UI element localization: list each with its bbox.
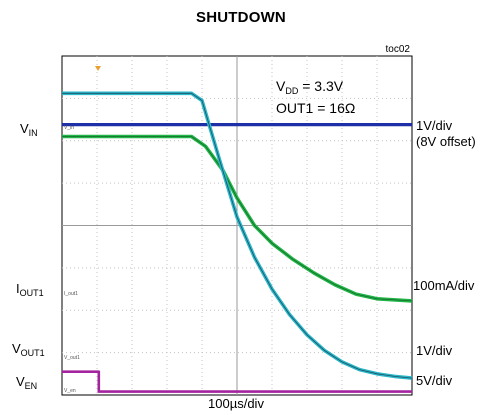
label-vout1: VOUT1: [12, 341, 45, 358]
scale-vout1: 1V/div: [416, 343, 453, 358]
label-iout1-sub: OUT1: [19, 288, 44, 298]
label-vin-main: V: [20, 121, 29, 136]
trace-tags: V_in I_out1 V_out1 V_en: [64, 125, 80, 394]
label-iout1-main: I: [16, 281, 20, 296]
chart-title: SHUTDOWN: [196, 9, 286, 26]
label-ven-sub: EN: [24, 381, 38, 391]
condition-vdd-main: V: [276, 78, 286, 94]
condition-load: OUT1 = 16Ω: [276, 100, 356, 116]
trace-tag: V_en: [64, 388, 76, 394]
trace-ven: [62, 370, 412, 393]
label-vin-sub: IN: [28, 128, 38, 138]
scale-iout1: 100mA/div: [413, 278, 475, 293]
trace-tag: I_out1: [64, 291, 78, 297]
trace-vout1-core: [62, 92, 413, 379]
label-ven-main: V: [16, 374, 25, 389]
label-vout1-main: V: [12, 341, 21, 356]
trigger-marker: [95, 66, 101, 71]
trace-tag: V_in: [64, 125, 74, 131]
traces: [62, 91, 413, 393]
grid: [62, 56, 412, 395]
label-iout1: IOUT1: [16, 281, 44, 298]
test-conditions: VDD = 3.3V OUT1 = 16Ω: [276, 78, 355, 117]
x-axis-caption: 100µs/div: [208, 396, 264, 411]
label-vout1-sub: OUT1: [20, 348, 45, 358]
condition-vdd-sub: DD: [285, 86, 299, 96]
label-vin: VIN: [20, 121, 38, 138]
condition-vdd-value: = 3.3V: [298, 78, 344, 94]
scale-vin: 1V/div: [416, 118, 453, 133]
trace-tag: V_out1: [64, 355, 80, 361]
scale-ven: 5V/div: [416, 373, 453, 388]
scale-vin-offset: (8V offset): [416, 134, 476, 149]
figure-id: toc02: [385, 44, 410, 55]
trace-iout1-core: [62, 136, 413, 302]
label-ven: VEN: [16, 374, 37, 391]
